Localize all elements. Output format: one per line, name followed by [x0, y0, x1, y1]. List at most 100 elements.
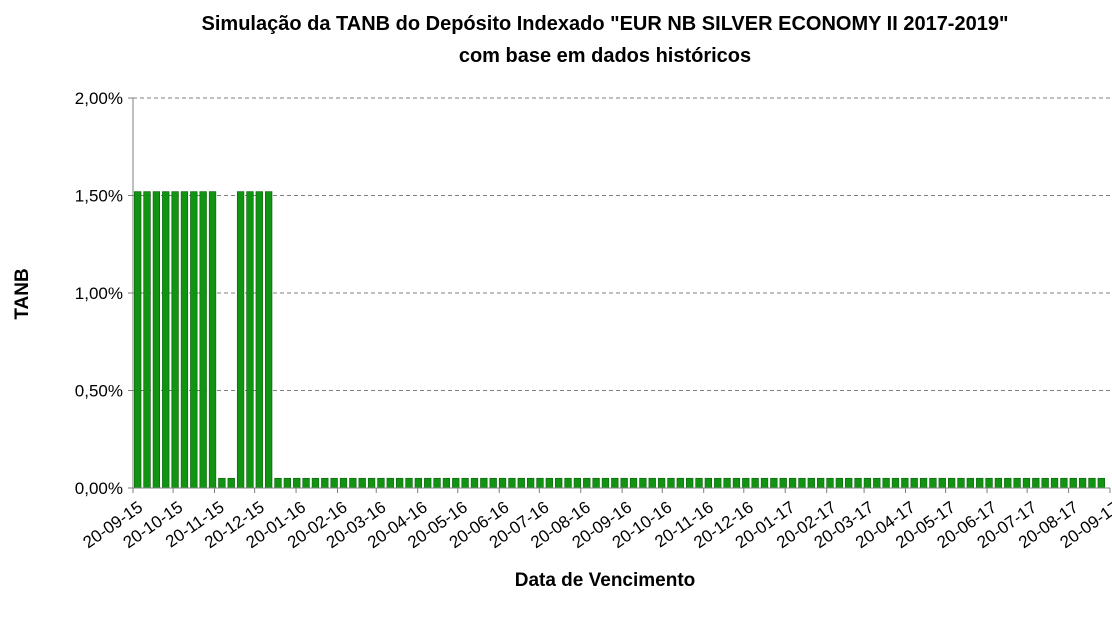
bar: [134, 191, 142, 489]
bar: [910, 477, 918, 489]
bar: [526, 477, 535, 489]
bar: [714, 477, 722, 489]
bar: [629, 477, 638, 489]
bar: [788, 477, 797, 489]
bar: [143, 191, 151, 489]
bar: [1032, 477, 1040, 489]
y-tick-label: 1,50%: [75, 187, 123, 206]
bar: [751, 477, 759, 489]
bar: [573, 477, 582, 489]
bar: [742, 477, 750, 489]
bar: [994, 477, 1003, 489]
bar: [1088, 477, 1096, 489]
bar: [957, 477, 965, 489]
bar: [901, 477, 909, 489]
bar: [442, 477, 451, 489]
bar: [817, 477, 825, 489]
bar: [255, 191, 263, 489]
bar: [1013, 477, 1021, 489]
bar: [985, 477, 993, 489]
bar: [555, 477, 563, 489]
bar: [807, 477, 815, 489]
bar: [405, 477, 413, 489]
bar: [863, 477, 872, 489]
y-tick-label: 1,00%: [75, 284, 123, 303]
bar: [424, 477, 432, 489]
bar: [929, 477, 937, 489]
bar: [826, 477, 834, 489]
bar: [686, 477, 694, 489]
bar: [601, 477, 610, 489]
bar: [835, 477, 843, 489]
y-tick-label: 0,50%: [75, 382, 123, 401]
bar: [218, 477, 226, 489]
bar: [966, 477, 974, 489]
bar: [1069, 477, 1077, 489]
bar: [433, 477, 441, 489]
bar: [180, 191, 189, 489]
bar: [1041, 477, 1049, 489]
bar: [227, 477, 235, 489]
bar: [976, 477, 984, 489]
bar: [667, 477, 675, 489]
bar: [564, 477, 572, 489]
x-axis-title: Data de Vencimento: [515, 570, 696, 591]
bar: [919, 477, 928, 489]
bar: [498, 477, 507, 489]
bar: [339, 477, 348, 489]
bar: [199, 191, 207, 489]
bar: [302, 477, 310, 489]
bar: [882, 477, 890, 489]
y-tick-label: 2,00%: [75, 89, 123, 108]
bar: [265, 191, 273, 489]
bar: [452, 477, 460, 489]
bar: [676, 477, 684, 489]
bar: [236, 191, 245, 489]
bar: [162, 191, 170, 489]
bar: [461, 477, 469, 489]
bar: [845, 477, 853, 489]
bar: [171, 191, 179, 489]
bar: [283, 477, 292, 489]
bar: [517, 477, 525, 489]
bar: [1097, 477, 1105, 489]
bar: [358, 477, 366, 489]
bar: [648, 477, 656, 489]
y-axis-title: TANB: [12, 268, 33, 319]
bar: [798, 477, 806, 489]
bar: [246, 191, 254, 489]
bar: [770, 477, 778, 489]
bar: [592, 477, 600, 489]
bar: [873, 477, 881, 489]
bar: [1022, 477, 1031, 489]
bar: [330, 477, 338, 489]
bar: [386, 477, 394, 489]
bar: [152, 191, 161, 489]
bar: [947, 477, 956, 489]
y-tick-label: 0,00%: [75, 479, 123, 498]
bar: [208, 191, 217, 489]
bar: [1078, 477, 1087, 489]
bar: [414, 477, 422, 489]
bar: [1060, 477, 1068, 489]
bar: [321, 477, 329, 489]
bar: [190, 191, 198, 489]
chart-title: Simulação da TANB do Depósito Indexado "…: [202, 13, 1009, 35]
bar: [1004, 477, 1012, 489]
bar: [891, 477, 900, 489]
chart-subtitle: com base em dados históricos: [459, 45, 751, 67]
bar: [545, 477, 553, 489]
bar: [293, 477, 301, 489]
bar: [508, 477, 516, 489]
bar: [854, 477, 862, 489]
bar: [657, 477, 666, 489]
bar: [723, 477, 731, 489]
bar: [349, 477, 357, 489]
bar: [536, 477, 544, 489]
bar: [938, 477, 946, 489]
bar: [695, 477, 703, 489]
bar: [367, 477, 376, 489]
bar: [732, 477, 741, 489]
bar: [583, 477, 591, 489]
